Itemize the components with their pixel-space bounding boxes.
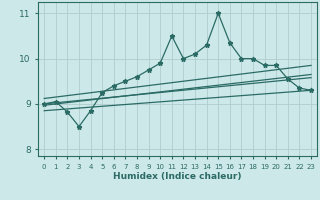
X-axis label: Humidex (Indice chaleur): Humidex (Indice chaleur) (113, 172, 242, 181)
